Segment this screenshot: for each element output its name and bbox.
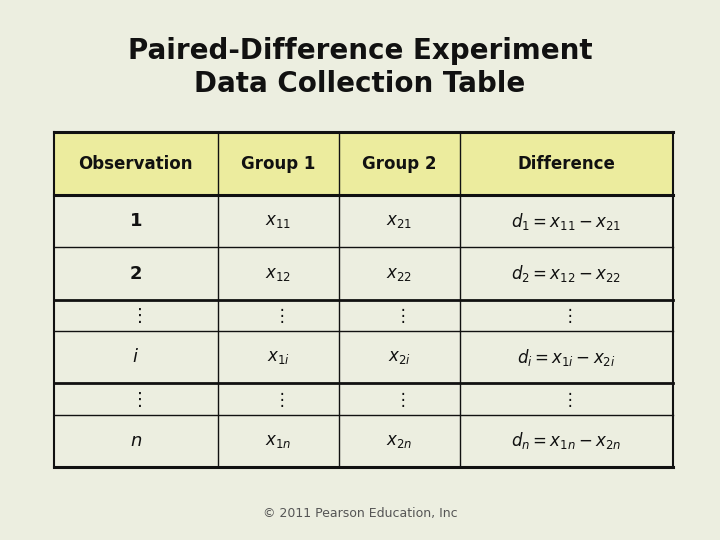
Text: $\vdots$: $\vdots$ [130,306,142,325]
Bar [54,132,673,195]
Text: $\vdots$: $\vdots$ [273,389,284,409]
Text: $n$: $n$ [130,432,142,450]
Text: $x_{2i}$: $x_{2i}$ [388,348,410,366]
Text: $\vdots$: $\vdots$ [394,306,405,325]
Text: Paired-Difference Experiment: Paired-Difference Experiment [127,37,593,65]
Text: Data Collection Table: Data Collection Table [194,70,526,98]
Text: $x_{12}$: $x_{12}$ [265,265,291,282]
Text: $d_1 = x_{11} - x_{21}$: $d_1 = x_{11} - x_{21}$ [511,211,621,232]
Text: $x_{1i}$: $x_{1i}$ [267,348,289,366]
Text: $\vdots$: $\vdots$ [561,306,572,325]
Text: $x_{22}$: $x_{22}$ [386,265,412,282]
Text: $\vdots$: $\vdots$ [273,306,284,325]
Text: Group 2: Group 2 [362,154,436,173]
Text: $x_{2n}$: $x_{2n}$ [386,432,413,450]
Text: Observation: Observation [78,154,193,173]
Text: $\vdots$: $\vdots$ [130,389,142,409]
Text: $d_n = x_{1n} - x_{2n}$: $d_n = x_{1n} - x_{2n}$ [511,430,621,451]
Text: $\vdots$: $\vdots$ [561,389,572,409]
Text: $x_{1n}$: $x_{1n}$ [265,432,292,450]
Text: $d_2 = x_{12} - x_{22}$: $d_2 = x_{12} - x_{22}$ [511,263,621,284]
Text: 1: 1 [130,212,142,230]
Text: $x_{11}$: $x_{11}$ [265,212,291,230]
Text: Group 1: Group 1 [241,154,315,173]
Text: $\vdots$: $\vdots$ [394,389,405,409]
Text: $x_{21}$: $x_{21}$ [386,212,413,230]
Text: 2: 2 [130,265,142,282]
Text: Difference: Difference [518,154,616,173]
Text: © 2011 Pearson Education, Inc: © 2011 Pearson Education, Inc [263,507,457,519]
Text: $i$: $i$ [132,348,139,366]
Text: $d_i = x_{1i} - x_{2i}$: $d_i = x_{1i} - x_{2i}$ [517,347,616,368]
